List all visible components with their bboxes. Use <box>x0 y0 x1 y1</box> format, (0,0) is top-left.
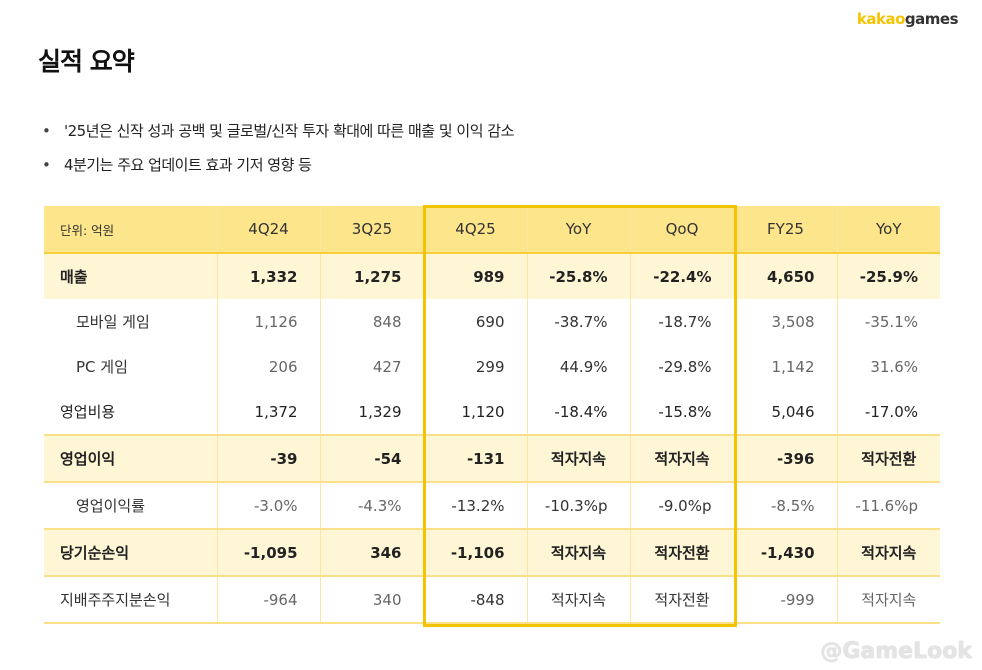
table-cell: 3,508 <box>733 299 837 344</box>
column-header: 4Q25 <box>423 206 527 254</box>
table-cell: 1,142 <box>733 344 837 389</box>
table-row: 당기순손익 -1,095 346 -1,106 적자지속 적자전환 -1,430 적자지속 <box>44 529 940 577</box>
table-cell: 690 <box>423 299 527 344</box>
table-cell: 적자지속 <box>526 576 630 624</box>
column-header: QoQ <box>629 206 734 254</box>
table-cell: -1,430 <box>733 529 837 577</box>
table-cell: 적자전환 <box>836 435 940 483</box>
table-cell: -396 <box>733 435 837 483</box>
table-cell: 346 <box>319 529 424 577</box>
table-cell: -1,106 <box>423 529 527 577</box>
bullet-icon: • <box>42 122 51 140</box>
table-cell: 989 <box>423 253 527 299</box>
table-cell: 5,046 <box>733 389 837 436</box>
table-cell: -25.9% <box>836 253 940 299</box>
table-cell: 1,275 <box>319 253 424 299</box>
table-cell: 적자지속 <box>526 435 630 483</box>
row-label: PC 게임 <box>76 358 128 376</box>
table-cell: -999 <box>733 576 837 624</box>
table-cell: -8.5% <box>733 482 837 530</box>
table-cell: 340 <box>319 576 424 624</box>
kakaogames-logo: kakaogames <box>856 10 959 28</box>
table-cell: -13.2% <box>423 482 527 530</box>
bullet-icon: • <box>42 156 51 174</box>
table-cell: -11.6%p <box>836 482 940 530</box>
table-cell: 1,120 <box>423 389 527 436</box>
table-cell: -15.8% <box>629 389 734 436</box>
table-cell: 적자지속 <box>836 576 940 624</box>
column-header: 4Q24 <box>216 206 320 254</box>
table-row: 영업비용 1,372 1,329 1,120 -18.4% -15.8% 5,046 -17.… <box>44 389 940 436</box>
table-cell: 848 <box>319 299 424 344</box>
table-cell: -18.4% <box>526 389 630 436</box>
row-label: 영업비용 <box>44 389 217 436</box>
column-header: 3Q25 <box>319 206 424 254</box>
unit-label: 단위: 억원 <box>44 206 217 254</box>
table-cell: 31.6% <box>836 344 940 389</box>
table-cell: -22.4% <box>629 253 734 299</box>
table-row: 영업이익 -39 -54 -131 적자지속 적자지속 -396 적자전환 <box>44 435 940 483</box>
table-cell: 적자전환 <box>629 576 734 624</box>
table-cell: 1,332 <box>216 253 320 299</box>
table-cell: -848 <box>423 576 527 624</box>
table-cell: 427 <box>319 344 424 389</box>
table-cell: -29.8% <box>629 344 734 389</box>
table-cell: -964 <box>216 576 320 624</box>
row-label: 매출 <box>44 253 217 299</box>
table-header: 단위: 억원 4Q24 3Q25 4Q25 YoY QoQ FY25 YoY <box>44 206 940 254</box>
table-cell: 206 <box>216 344 320 389</box>
table-row: 영업이익률 -3.0% -4.3% -13.2% -10.3%p -9.0%p -8.5% -… <box>44 482 940 530</box>
summary-bullets: • '25년은 신작 성과 공백 및 글로벌/신작 투자 확대에 따른 매출 및 … <box>42 118 514 186</box>
table-cell: 적자지속 <box>526 529 630 577</box>
bullet-item: • 4분기는 주요 업데이트 효과 기저 영향 등 <box>42 152 514 186</box>
table-cell: 적자지속 <box>836 529 940 577</box>
row-label: 영업이익률 <box>44 482 217 530</box>
page-title: 실적 요약 <box>38 47 135 76</box>
watermark: @GameLook <box>820 639 972 664</box>
table-cell: -39 <box>216 435 320 483</box>
table-cell: -131 <box>423 435 527 483</box>
table-cell: -17.0% <box>836 389 940 436</box>
column-header: YoY <box>836 206 940 254</box>
table-row: PC 게임 206 427 299 44.9% -29.8% 1,142 31.6% <box>44 344 940 389</box>
table-cell: -25.8% <box>526 253 630 299</box>
table-cell: 1,329 <box>319 389 424 436</box>
row-label: 영업이익 <box>44 435 217 483</box>
table-cell: -38.7% <box>526 299 630 344</box>
table-cell: 1,372 <box>216 389 320 436</box>
table-cell: 적자전환 <box>629 529 734 577</box>
table-cell: -4.3% <box>319 482 424 530</box>
table-cell: -54 <box>319 435 424 483</box>
row-label: 지배주주지분손익 <box>44 576 217 624</box>
table-cell: -35.1% <box>836 299 940 344</box>
column-header: FY25 <box>733 206 837 254</box>
table-cell: 1,126 <box>216 299 320 344</box>
table-row: 지배주주지분손익 -964 340 -848 적자지속 적자전환 -999 적자지속 <box>44 576 940 624</box>
row-label: 모바일 게임 <box>76 313 150 331</box>
table-cell: 44.9% <box>526 344 630 389</box>
earnings-summary-table: 단위: 억원 4Q24 3Q25 4Q25 YoY QoQ FY25 YoY 매출 1,332 1… <box>44 206 940 624</box>
table-cell: -18.7% <box>629 299 734 344</box>
table-row: 매출 1,332 1,275 989 -25.8% -22.4% 4,650 -25.9% <box>44 253 940 299</box>
table-cell: 299 <box>423 344 527 389</box>
table-cell: 4,650 <box>733 253 837 299</box>
table-cell: 적자지속 <box>629 435 734 483</box>
table-cell: -3.0% <box>216 482 320 530</box>
table-cell: -1,095 <box>216 529 320 577</box>
column-header: YoY <box>526 206 630 254</box>
table-row: 모바일 게임 1,126 848 690 -38.7% -18.7% 3,508 -35.1% <box>44 299 940 344</box>
bullet-item: • '25년은 신작 성과 공백 및 글로벌/신작 투자 확대에 따른 매출 및 … <box>42 118 514 152</box>
row-label: 당기순손익 <box>44 529 217 577</box>
table-cell: -9.0%p <box>629 482 734 530</box>
table-cell: -10.3%p <box>526 482 630 530</box>
